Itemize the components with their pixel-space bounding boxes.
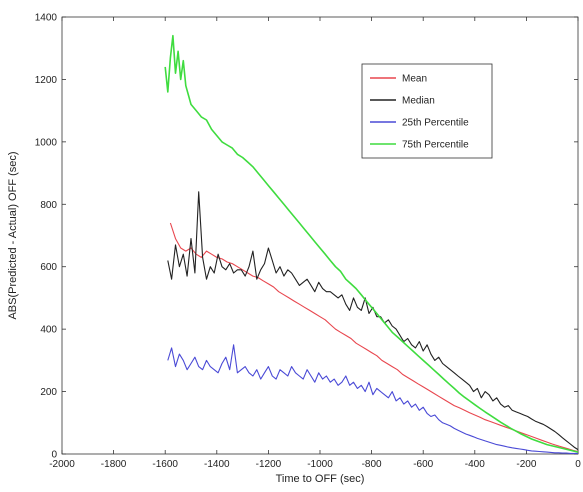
- legend-box: [361, 63, 493, 159]
- series-line-25th-percentile: [167, 344, 578, 454]
- legend-label: Mean: [402, 74, 427, 85]
- y-tick-label: 800: [40, 200, 57, 211]
- y-tick-label: 0: [51, 450, 57, 461]
- x-tick-label: -600: [413, 459, 433, 470]
- legend-label: 25th Percentile: [402, 118, 469, 129]
- legend-label: 75th Percentile: [402, 140, 469, 151]
- x-tick-label: -1000: [307, 459, 333, 470]
- y-tick-label: 200: [40, 387, 57, 398]
- y-tick-label: 1000: [35, 137, 58, 148]
- plot-area: [164, 34, 579, 454]
- x-tick-label: -1800: [101, 459, 127, 470]
- y-tick-label: 600: [40, 262, 57, 273]
- x-tick-label: -1600: [152, 459, 178, 470]
- y-tick-label: 1200: [35, 75, 58, 86]
- x-tick-label: 0: [575, 459, 581, 470]
- x-tick-label: -200: [516, 459, 536, 470]
- series-line-median: [167, 191, 579, 451]
- x-tick-label: -1400: [204, 459, 230, 470]
- y-tick-label: 1400: [35, 13, 58, 24]
- legend-label: Median: [402, 96, 435, 107]
- x-tick-label: -1200: [256, 459, 282, 470]
- x-axis-label: Time to OFF (sec): [276, 473, 365, 485]
- legend: Mean Median 25th Percentile 75th Percentile: [361, 63, 493, 159]
- series-line-75th-percentile: [164, 34, 579, 453]
- y-tick-label: 400: [40, 325, 57, 336]
- axes: -2000 -1800 -1600 -1400 -1200 -1000 -800 -600 -4…: [35, 13, 581, 471]
- y-axis-label: ABS(Predicted - Actual) OFF (sec): [7, 151, 19, 319]
- x-tick-label: -2000: [49, 459, 75, 470]
- series-line-mean: [169, 222, 579, 453]
- x-tick-label: -400: [465, 459, 485, 470]
- x-tick-label: -800: [362, 459, 382, 470]
- plot-frame: [61, 16, 579, 455]
